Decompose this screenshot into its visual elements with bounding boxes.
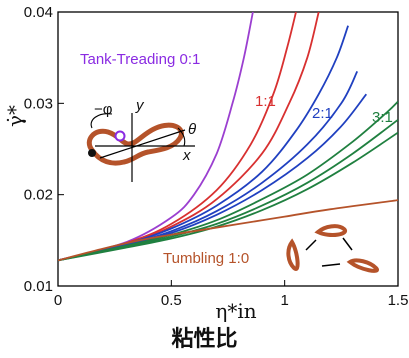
arrow-2	[342, 237, 353, 251]
cell-shape-inset: −φ y θ x	[86, 97, 196, 182]
x-axis-title: η*in	[215, 299, 256, 323]
plot-area	[57, 11, 399, 287]
marker-open	[114, 130, 126, 142]
phi-arrow	[90, 113, 113, 129]
y-tick-label: 0.02	[24, 187, 53, 204]
tick-marks	[57, 11, 399, 287]
theta-label: θ	[188, 121, 196, 138]
plot-frame	[57, 11, 399, 287]
tumbling-cell-1	[286, 238, 300, 272]
x-label: x	[182, 147, 191, 164]
theta-arc	[177, 127, 186, 147]
y-axis-title: γ̇*	[3, 105, 27, 127]
tumbling-cell-3	[346, 258, 380, 273]
x-tick-label: 0.5	[161, 292, 182, 309]
annotation-3-1: 3:1	[372, 109, 393, 126]
series-line-9	[58, 131, 398, 262]
x-tick-labels: 0 0.5 1 1.5	[54, 292, 409, 309]
x-tick-label: 1.5	[388, 292, 409, 309]
principal-axis-line	[99, 129, 186, 159]
y-tick-label: 0.01	[24, 278, 53, 295]
tumbling-cell-2	[314, 224, 348, 238]
x-tick-label: 0	[54, 292, 62, 309]
y-label: y	[135, 97, 145, 114]
annotation-1-1: 1:1	[255, 93, 276, 110]
figure-caption: 粘性比	[171, 327, 238, 352]
marker-filled	[88, 149, 96, 157]
y-tick-labels: 0.01 0.02 0.03 0.04	[24, 4, 53, 295]
y-tick-label: 0.04	[24, 4, 53, 21]
annotation-2-1: 2:1	[312, 105, 333, 122]
series-line-7	[58, 100, 398, 262]
arrow-3	[321, 263, 341, 267]
phi-label: −φ	[94, 101, 113, 118]
annotation-tank-treading: Tank-Treading 0:1	[80, 51, 200, 68]
arrow-1	[305, 239, 317, 251]
x-tick-label: 1	[280, 292, 288, 309]
annotation-tumbling: Tumbling 1:0	[163, 250, 249, 267]
series-line-10	[58, 199, 398, 262]
cell-outline	[86, 122, 184, 166]
y-tick-label: 0.03	[24, 95, 53, 112]
series-group	[58, 12, 398, 262]
tumbling-cells-sketch	[286, 224, 380, 273]
